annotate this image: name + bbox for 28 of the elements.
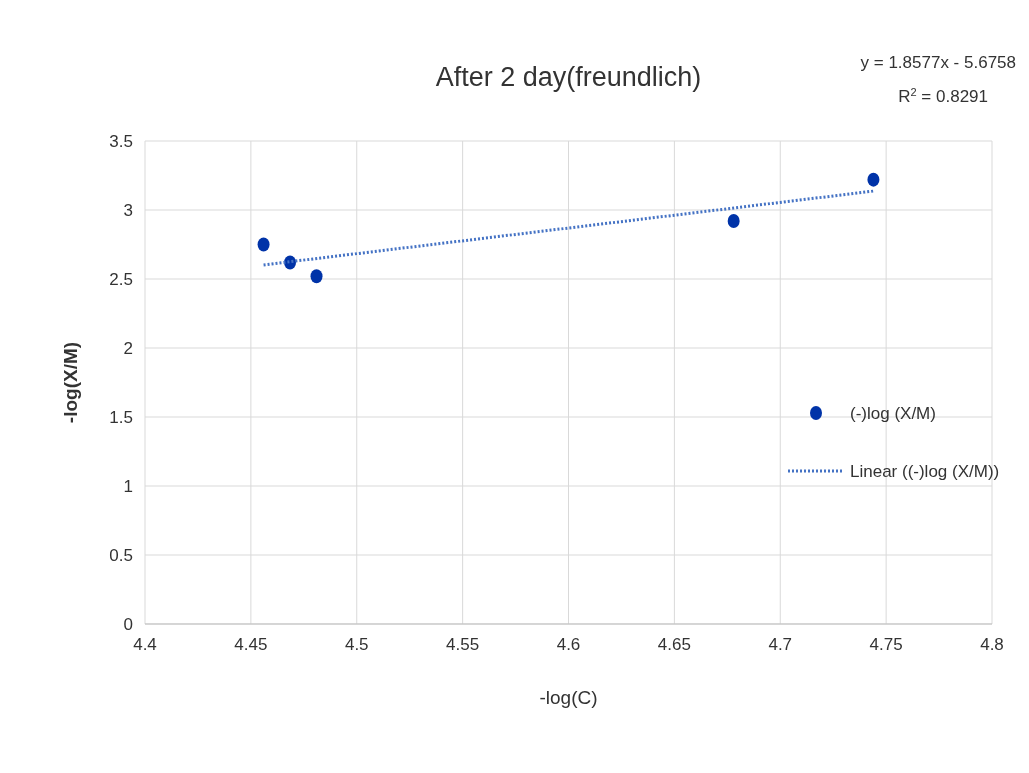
x-tick-label: 4.7	[768, 635, 793, 654]
y-tick-label: 2.5	[109, 270, 133, 289]
x-tick-label: 4.8	[980, 635, 1004, 654]
x-tick-label: 4.45	[234, 635, 268, 654]
y-axis-title: -log(X/M)	[60, 341, 81, 424]
text: y = 1.8577x - 5.6758	[860, 53, 1016, 72]
legend-label: Linear ((-)log (X/M))	[850, 462, 1000, 481]
x-tick-label: 4.6	[556, 635, 581, 654]
x-tick-label: 4.65	[657, 635, 691, 654]
y-tick-label: 3.5	[109, 132, 133, 151]
point	[257, 237, 270, 252]
point	[310, 269, 323, 284]
text: R$^{2}$ = 0.8291	[898, 86, 988, 106]
y-tick-label: 1.5	[109, 408, 133, 427]
y-tick-label: 1	[123, 477, 133, 496]
x-tick-label: 4.75	[869, 635, 903, 654]
y-tick-label: 0.5	[109, 546, 133, 565]
point	[867, 172, 880, 187]
y-tick-label: 2	[123, 339, 133, 358]
legend-label: (-)log (X/M)	[850, 404, 936, 423]
y-tick-label: 0	[123, 615, 133, 634]
x-tick-label: 4.4	[133, 635, 157, 654]
x-axis-title: -log(C)	[539, 687, 598, 708]
point	[727, 214, 740, 229]
chart-title: After 2 day(freundlich)	[435, 62, 702, 92]
x-tick-label: 4.55	[446, 635, 480, 654]
x-tick-label: 4.5	[344, 635, 369, 654]
y-tick-label: 3	[123, 201, 133, 220]
